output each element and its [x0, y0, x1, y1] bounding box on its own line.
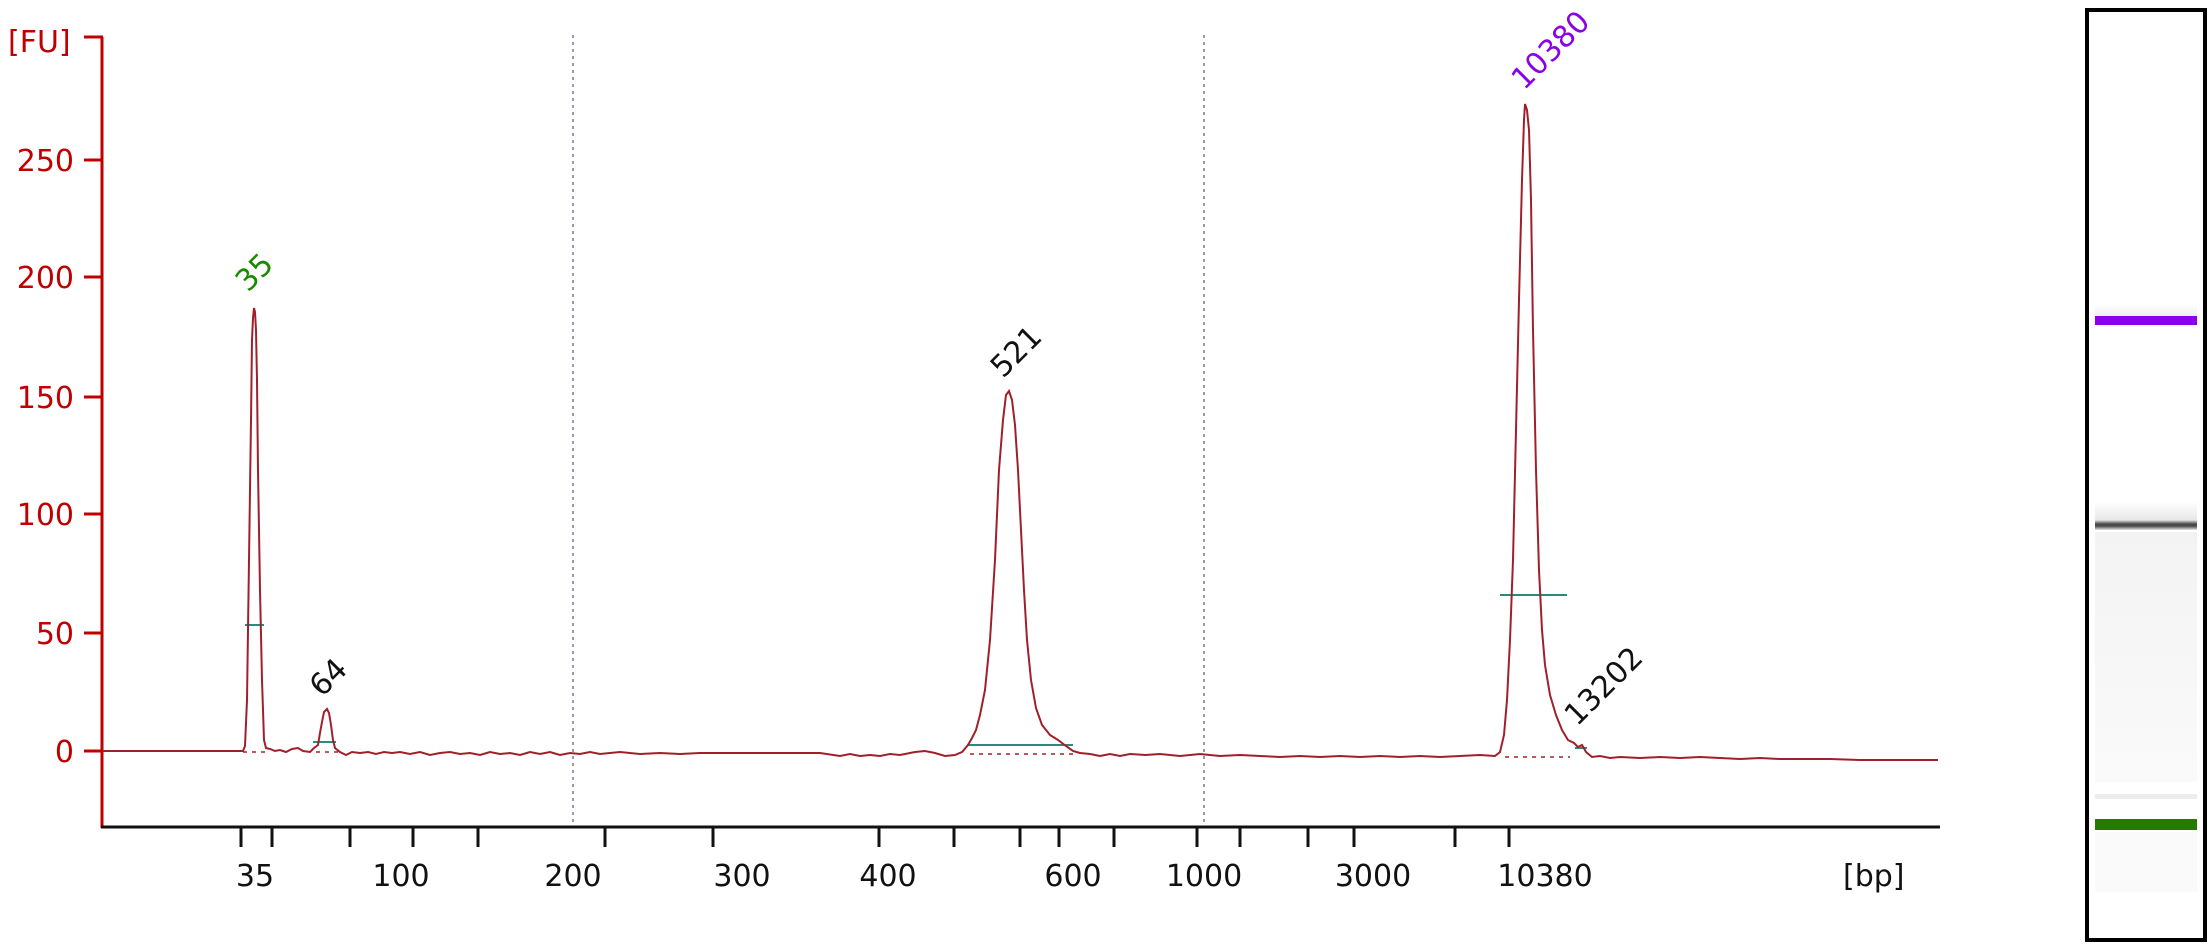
y-tick-150: 150 — [17, 381, 74, 416]
y-tick-250: 250 — [17, 144, 74, 179]
gel-smear-background — [2095, 532, 2197, 782]
peak-label-10380: 10380 — [1505, 4, 1597, 96]
peak-label-13202: 13202 — [1558, 640, 1650, 732]
gel-smear-sample — [2095, 502, 2197, 520]
gel-smear-lower — [2095, 832, 2197, 892]
electropherogram-trace — [102, 103, 1938, 761]
gel-lane — [2085, 8, 2207, 942]
x-tick-200: 200 — [544, 859, 601, 894]
y-axis-unit: [FU] — [8, 25, 71, 60]
x-tick-35: 35 — [236, 859, 274, 894]
y-axis: [FU] 250 200 150 100 50 0 — [8, 25, 104, 828]
peak-label-64: 64 — [303, 652, 355, 704]
y-tick-50: 50 — [36, 617, 74, 652]
electropherogram-chart: [FU] 250 200 150 100 50 0 — [8, 4, 1940, 894]
y-tick-0: 0 — [55, 735, 74, 770]
gel-band-lower-marker — [2095, 819, 2197, 830]
x-tick-400: 400 — [859, 859, 916, 894]
x-tick-10380: 10380 — [1497, 859, 1592, 894]
peak-baselines — [243, 751, 1570, 758]
x-tick-600: 600 — [1044, 859, 1101, 894]
x-axis-unit: [bp] — [1843, 859, 1905, 894]
peak-label-521: 521 — [984, 319, 1049, 384]
gel-band-sample — [2095, 520, 2197, 530]
x-tick-100: 100 — [372, 859, 429, 894]
x-tick-3000: 3000 — [1335, 859, 1411, 894]
gel-faint-line — [2095, 794, 2197, 799]
y-tick-100: 100 — [17, 498, 74, 533]
gel-smear-upper — [2095, 304, 2197, 318]
peak-width-markers — [245, 594, 1587, 749]
peak-label-35: 35 — [229, 247, 281, 299]
x-tick-1000: 1000 — [1166, 859, 1242, 894]
x-axis: 35 100 200 300 400 600 1000 3000 10380 [… — [101, 825, 1940, 894]
gel-band-upper-marker — [2095, 316, 2197, 325]
x-tick-300: 300 — [713, 859, 770, 894]
y-tick-200: 200 — [17, 261, 74, 296]
